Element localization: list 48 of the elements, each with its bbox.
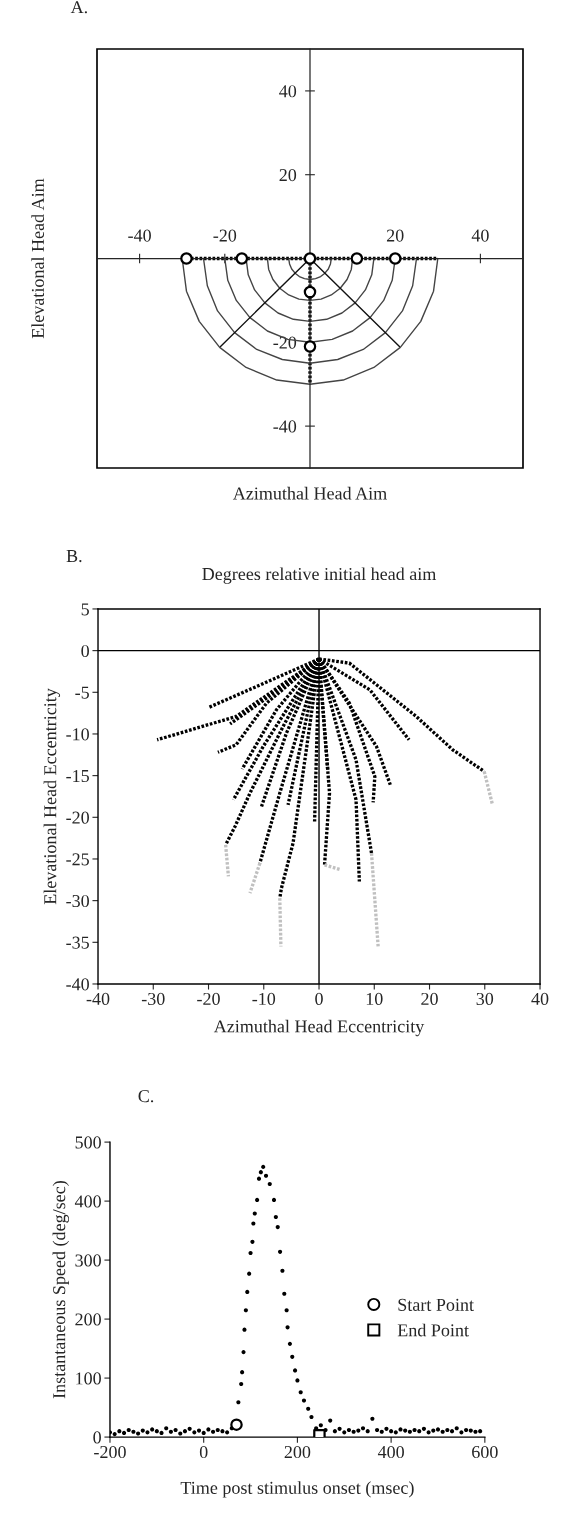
x-tick-label: 20 [421,992,438,1006]
y-tick-label: 40 [279,85,297,98]
y-tick-label: -5 [75,686,89,699]
y-tick-label: 300 [75,1254,101,1267]
y-tick-label: 400 [74,1195,101,1208]
y-axis-title: Elevational Head Aim [31,178,45,339]
y-tick-label: -40 [273,420,297,433]
y-axis-title: Instantaneous Speed (deg/sec) [52,1181,70,1399]
y-tick-label: -10 [66,728,89,741]
y-tick-label: 5 [81,603,89,616]
y-tick-label: 200 [75,1313,101,1326]
x-tick-label: 40 [531,992,549,1006]
x-tick-label: 400 [377,1445,404,1459]
x-tick-label: 0 [315,992,323,1006]
y-tick-label: -20 [66,811,89,824]
y-tick-label: 100 [76,1372,101,1385]
x-tick-label: 10 [366,992,383,1006]
x-tick-label: -10 [252,992,276,1006]
y-tick-label: -35 [66,936,89,949]
y-tick-label: 500 [75,1136,101,1149]
x-tick-label: -20 [213,229,237,242]
x-axis-title: Time post stimulus onset (msec) [180,1481,414,1498]
x-tick-label: 600 [472,1445,498,1459]
y-tick-label: 0 [81,644,89,658]
y-tick-label: 0 [93,1431,101,1444]
chart-subtitle: Degrees relative initial head aim [202,567,437,584]
chart-title: B. [66,550,82,563]
y-tick-label: -15 [66,769,89,783]
x-tick-label: -200 [94,1445,126,1459]
x-axis-title: Azimuthal Head Aim [232,486,387,500]
x-tick-label: -40 [128,229,151,242]
x-tick-label: 40 [471,229,489,242]
chart-title: C. [138,1090,154,1103]
x-tick-label: 0 [199,1445,208,1459]
y-tick-label: -30 [66,894,89,908]
x-tick-label: -20 [197,992,220,1006]
y-tick-label: -25 [66,853,89,866]
x-tick-label: 30 [476,992,494,1006]
legend-label: Start Point [398,1298,474,1311]
y-axis-title: Elevational Head Eccentricity [43,688,61,905]
y-tick-label: -40 [66,978,89,991]
x-axis-title: Azimuthal Head Eccentricity [213,1019,425,1037]
chart-title: A. [70,1,87,14]
y-tick-label: -20 [273,336,297,349]
x-tick-label: 20 [386,229,404,242]
x-tick-label: -30 [141,992,165,1006]
legend-label: End Point [397,1323,469,1337]
y-tick-label: 20 [279,168,297,182]
